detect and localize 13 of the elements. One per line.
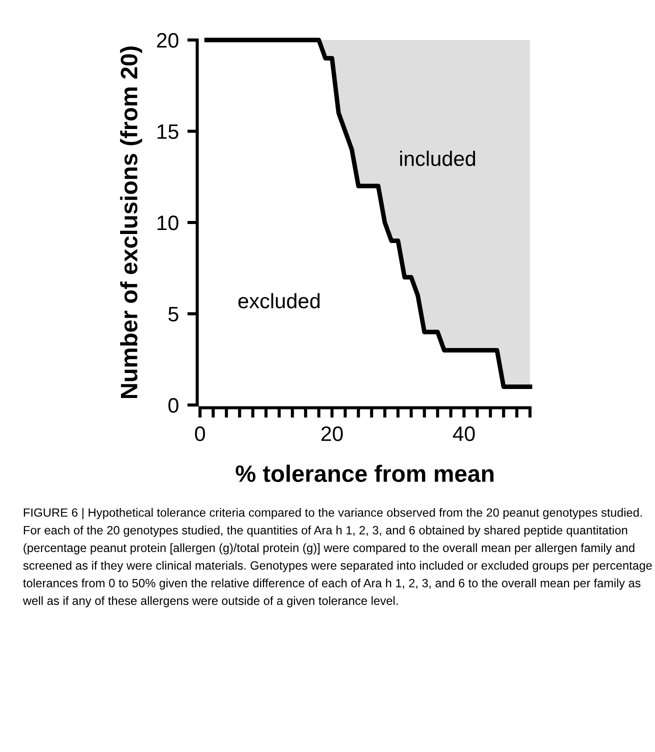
y-axis-title: Number of exclusions (from 20) [120, 46, 142, 398]
x-tick-label: 40 [452, 426, 475, 442]
y-tick-label: 15 [158, 124, 178, 140]
x-tick-label: 20 [321, 426, 343, 442]
x-tick-label: 0 [195, 426, 205, 442]
y-tick-label: 5 [168, 306, 178, 322]
annotation: included [400, 150, 476, 166]
y-tick-label: 0 [168, 398, 178, 413]
y-tick-label: 10 [158, 216, 178, 230]
x-axis-title: % tolerance from mean [236, 464, 494, 482]
y-tick-label: 20 [157, 33, 178, 48]
caption: FIGURE 6 | Hypothetical tolerance criteria compared to the variance observed from the 20 peanut genotypes studied. For each of the 20 genotypes studied, the quantities of Ara h 1, 2, 3, and 6 obtained by shared peptide quantitation (percentage peanut protein [allergen (g)/total protein (g)] were compared to the overall mean per allergen family and screened as if they were clinical materials. Genotypes were separated into included or excluded groups per percentage tolerances from 0 to 50% given the relative difference of each of Ara h 1, 2, 3, and 6 to the overall mean per family as well as if any of these allergens were outside of a given tolerance level. [22, 508, 652, 608]
annotation: excluded [238, 293, 320, 308]
